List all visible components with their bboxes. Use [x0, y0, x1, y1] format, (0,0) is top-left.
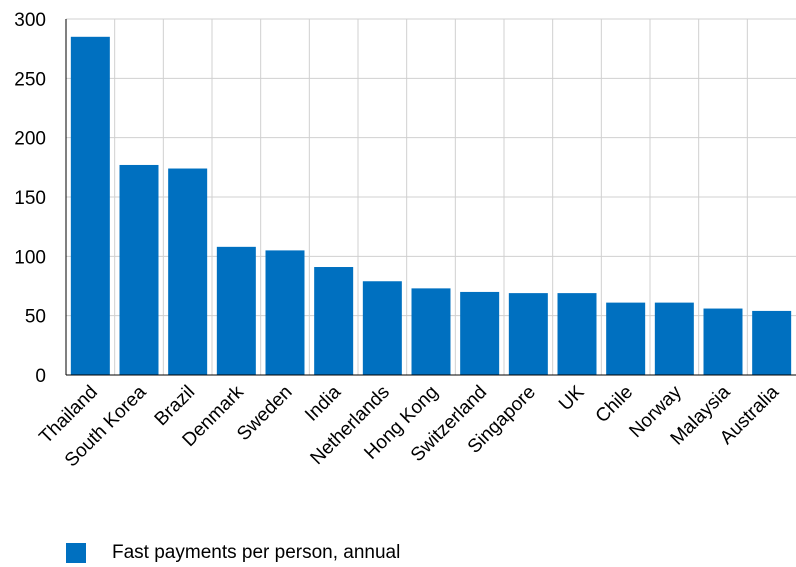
bar	[314, 267, 354, 375]
bar	[362, 281, 402, 375]
y-tick-label: 200	[14, 129, 46, 150]
bar	[411, 288, 451, 375]
y-tick-label: 0	[35, 366, 46, 387]
x-tick-label: India	[301, 381, 345, 425]
legend-label: Fast payments per person, annual	[112, 542, 401, 563]
y-tick-labels: 0 50 100 150 200 250 300	[14, 10, 46, 387]
gridlines	[66, 18, 796, 375]
y-tick-label: 50	[25, 307, 46, 328]
bar	[168, 168, 208, 375]
bar	[703, 308, 743, 375]
bars	[70, 36, 792, 376]
x-tick-label: Sweden	[233, 382, 296, 445]
bar	[606, 302, 646, 375]
bar	[508, 293, 548, 375]
y-tick-label: 250	[14, 69, 46, 90]
y-tick-label: 300	[14, 10, 46, 31]
axes	[65, 19, 796, 376]
legend-swatch	[66, 543, 86, 563]
x-tick-label: Chile	[592, 382, 637, 427]
bar	[460, 291, 500, 375]
legend: Fast payments per person, annual	[66, 542, 400, 564]
y-tick-label: 150	[14, 188, 46, 209]
bar	[216, 246, 256, 375]
bar	[752, 310, 792, 375]
y-tick-label: 100	[14, 247, 46, 268]
x-tick-label: UK	[555, 381, 589, 415]
bar	[119, 164, 159, 375]
bar	[654, 302, 694, 375]
bar	[557, 293, 597, 375]
bar	[70, 36, 110, 376]
bar	[265, 250, 305, 375]
